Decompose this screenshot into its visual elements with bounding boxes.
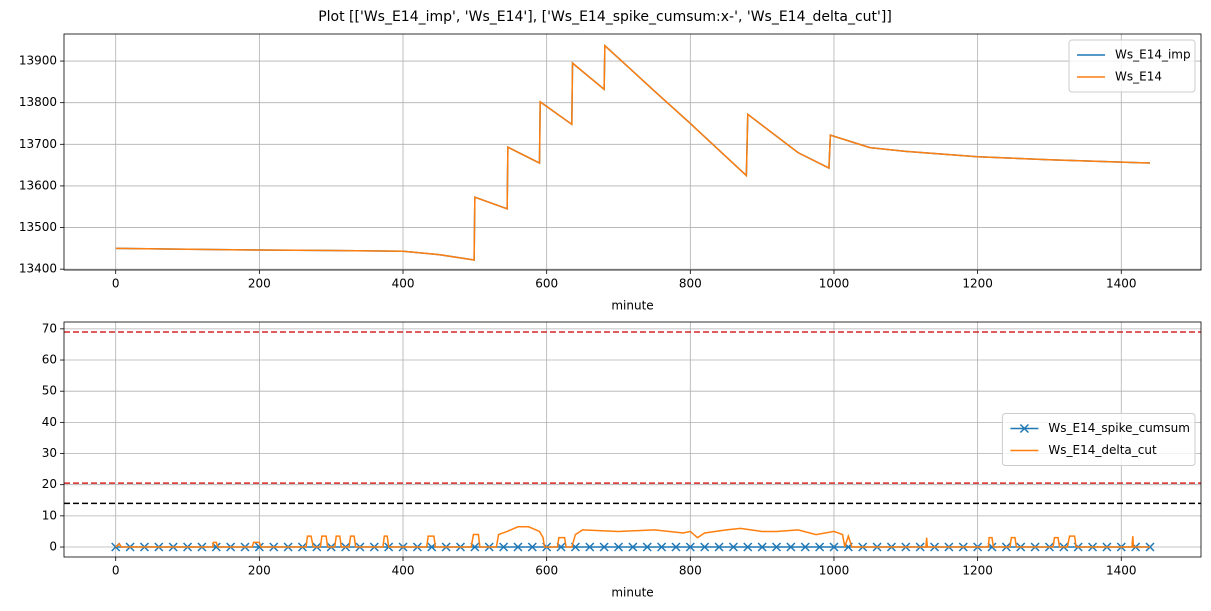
figure-title: Plot [['Ws_E14_imp', 'Ws_E14'], ['Ws_E14… (318, 9, 892, 25)
series-line (115, 526, 1150, 548)
x-tick-label: 800 (679, 564, 702, 578)
series-marker (642, 542, 652, 552)
series-marker (757, 542, 767, 552)
series-marker (700, 542, 710, 552)
series-marker (585, 542, 595, 552)
series-marker (786, 542, 796, 552)
y-tick-label: 13800 (19, 95, 57, 109)
plot-area (64, 331, 1201, 552)
series-marker (685, 542, 695, 552)
x-axis-label: minute (611, 299, 653, 313)
y-tick-label: 13500 (19, 220, 57, 234)
series-marker (771, 542, 782, 552)
x-tick-label: 200 (248, 277, 271, 291)
y-tick-label: 60 (42, 353, 57, 367)
series-marker (743, 542, 753, 552)
series-line (115, 43, 1151, 261)
y-tick-label: 13900 (19, 54, 57, 68)
series-marker (671, 542, 681, 552)
y-tick-label: 13700 (19, 137, 57, 151)
series-marker (800, 542, 810, 552)
x-tick-label: 1400 (1106, 564, 1137, 578)
legend: Ws_E14_imp Ws_E14 (1068, 39, 1196, 93)
series-marker (527, 542, 537, 552)
x-tick-label: 1400 (1106, 277, 1137, 291)
legend-marker (1019, 423, 1029, 434)
legend-frame (1068, 39, 1196, 93)
legend-label: Ws_E14_delta_cut (1048, 443, 1157, 457)
x-tick-label: 0 (112, 277, 120, 291)
series-marker (815, 542, 825, 552)
y-tick-label: 20 (42, 477, 57, 491)
plot-area (115, 43, 1151, 261)
series-marker (613, 542, 624, 552)
legend: Ws_E14_spike_cumsum Ws_E14_delta_cut (1001, 413, 1196, 466)
series-marker (628, 542, 638, 552)
x-tick-label: 1200 (962, 277, 993, 291)
y-tick-label: 40 (42, 415, 57, 429)
y-tick-label: 13400 (19, 262, 57, 276)
series-marker (254, 542, 264, 552)
y-tick-label: 30 (42, 446, 57, 460)
series-marker (657, 542, 667, 552)
y-tick-label: 13600 (19, 178, 57, 192)
axes-frame (63, 321, 1202, 558)
x-tick-label: 1000 (819, 564, 850, 578)
axes: 0 200 400 600 800 1000 1200 1400 13400 13500 13600… (19, 33, 1202, 313)
x-tick-label: 200 (248, 564, 271, 578)
y-tick-label: 0 (49, 540, 57, 554)
axes-frame (63, 33, 1202, 271)
series-marker (829, 542, 839, 552)
series-marker (599, 542, 609, 552)
x-tick-label: 600 (535, 564, 558, 578)
legend-label: Ws_E14_imp (1115, 48, 1191, 62)
series-marker (728, 542, 738, 552)
legend-label: Ws_E14_spike_cumsum (1048, 421, 1190, 435)
y-tick-label: 10 (42, 508, 57, 522)
x-tick-label: 400 (392, 564, 415, 578)
series-marker (714, 542, 724, 552)
axes: 0 200 400 600 800 1000 1200 1400 0 10 20 30 40 50 60 70… (42, 321, 1202, 600)
x-tick-label: 1200 (962, 564, 993, 578)
x-tick-label: 400 (392, 277, 415, 291)
y-tick-label: 70 (42, 321, 57, 335)
series-marker (499, 542, 509, 552)
x-tick-label: 0 (112, 564, 120, 578)
x-tick-label: 800 (679, 277, 702, 291)
series-marker (513, 542, 523, 552)
legend-label: Ws_E14 (1115, 70, 1162, 84)
x-tick-label: 600 (535, 277, 558, 291)
x-axis-label: minute (611, 586, 653, 600)
legend-frame (1001, 413, 1196, 466)
x-tick-label: 1000 (819, 277, 850, 291)
y-tick-label: 50 (42, 384, 57, 398)
